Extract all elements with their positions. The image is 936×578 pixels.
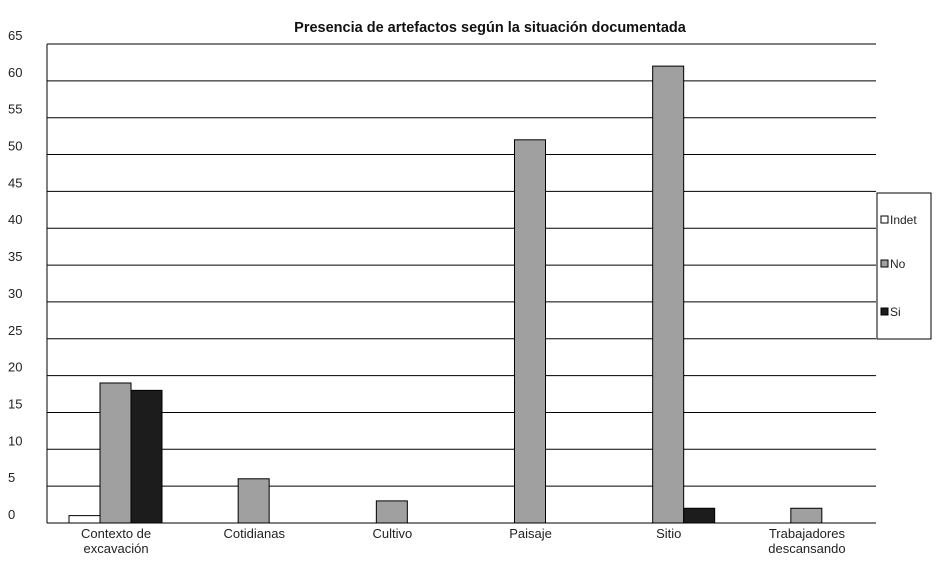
legend-label-si: Si (890, 305, 901, 319)
y-tick-label: 55 (8, 102, 22, 117)
legend: Indet No Si (876, 192, 932, 340)
legend-label-indet: Indet (890, 213, 917, 227)
y-tick-label: 15 (8, 396, 22, 411)
bar-no (652, 65, 685, 524)
legend-swatch-si (880, 307, 889, 316)
y-axis-ticks: 0 5 10 15 20 25 30 35 40 45 50 55 60 65 (8, 28, 22, 522)
bar-si (683, 507, 716, 524)
y-tick-label: 10 (8, 433, 22, 448)
bar-no (237, 478, 270, 524)
legend-swatch-no (880, 259, 889, 268)
x-category-label: Sitio (656, 526, 681, 541)
bar-no (375, 500, 408, 524)
y-tick-label: 5 (8, 470, 15, 485)
y-tick-label: 30 (8, 286, 22, 301)
y-tick-label: 0 (8, 507, 15, 522)
bar-si (130, 389, 163, 524)
gridlines (47, 43, 876, 487)
bar-no (790, 507, 823, 524)
x-category-label: excavación (84, 541, 149, 556)
x-category-label: Paisaje (509, 526, 552, 541)
x-category-label: Cultivo (373, 526, 413, 541)
chart-title: Presencia de artefactos según la situaci… (294, 20, 687, 36)
y-tick-label: 35 (8, 249, 22, 264)
x-category-label: descansando (768, 541, 845, 556)
bar-no (99, 382, 132, 524)
x-category-label: Trabajadores (769, 526, 846, 541)
x-category-label: Contexto de (81, 526, 151, 541)
bar-indet (68, 515, 101, 524)
y-tick-label: 60 (8, 65, 22, 80)
y-tick-label: 45 (8, 175, 22, 190)
y-tick-label: 25 (8, 323, 22, 338)
axes (46, 43, 876, 524)
y-tick-label: 20 (8, 360, 22, 375)
x-category-label: Cotidianas (224, 526, 286, 541)
legend-swatch-indet (880, 215, 889, 224)
bar-no (514, 139, 546, 524)
y-tick-label: 50 (8, 139, 22, 154)
legend-label-no: No (890, 257, 906, 271)
y-tick-label: 65 (8, 28, 22, 43)
y-tick-label: 40 (8, 212, 22, 227)
bars (68, 65, 823, 524)
